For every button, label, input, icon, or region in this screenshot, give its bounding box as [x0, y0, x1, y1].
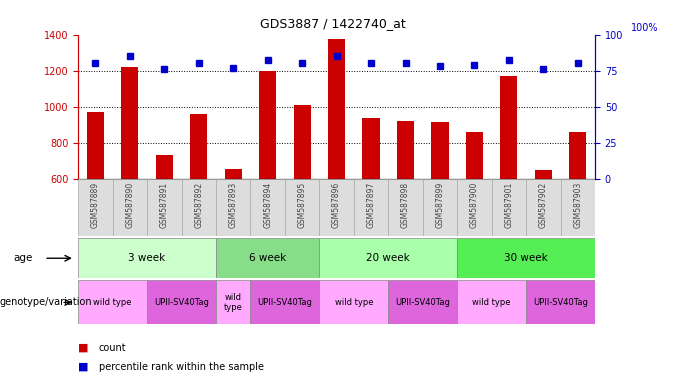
Text: GSM587893: GSM587893 — [228, 182, 238, 228]
Bar — [492, 179, 526, 236]
Text: wild type: wild type — [473, 298, 511, 307]
Bar — [388, 179, 423, 236]
Bar — [423, 179, 457, 236]
Bar — [216, 280, 250, 324]
Text: GSM587896: GSM587896 — [332, 182, 341, 228]
Bar — [526, 280, 595, 324]
Text: ■: ■ — [78, 362, 88, 372]
Bar — [320, 179, 354, 236]
Bar — [78, 179, 113, 236]
Text: wild
type: wild type — [224, 293, 243, 312]
Bar — [156, 155, 173, 179]
Text: count: count — [99, 343, 126, 353]
Bar — [560, 179, 595, 236]
Text: GSM587900: GSM587900 — [470, 182, 479, 228]
Bar — [259, 71, 276, 179]
Bar — [354, 179, 388, 236]
Text: GSM587891: GSM587891 — [160, 182, 169, 228]
Bar — [113, 179, 147, 236]
Text: ■: ■ — [78, 343, 88, 353]
Bar — [320, 238, 457, 278]
Bar — [87, 112, 104, 179]
Bar — [294, 105, 311, 179]
Text: GDS3887 / 1422740_at: GDS3887 / 1422740_at — [260, 17, 406, 30]
Text: GSM587890: GSM587890 — [125, 182, 135, 228]
Text: GSM587903: GSM587903 — [573, 182, 582, 228]
Bar — [457, 238, 595, 278]
Text: UPII-SV40Tag: UPII-SV40Tag — [533, 298, 588, 307]
Text: GSM587892: GSM587892 — [194, 182, 203, 228]
Bar — [190, 114, 207, 179]
Bar — [78, 280, 147, 324]
Text: wild type: wild type — [335, 298, 373, 307]
Bar — [147, 280, 216, 324]
Bar — [569, 132, 586, 179]
Text: UPII-SV40Tag: UPII-SV40Tag — [258, 298, 312, 307]
Text: wild type: wild type — [93, 298, 132, 307]
Text: percentile rank within the sample: percentile rank within the sample — [99, 362, 264, 372]
Text: 6 week: 6 week — [249, 253, 286, 263]
Bar — [431, 122, 449, 179]
Bar — [388, 280, 457, 324]
Text: GSM587889: GSM587889 — [91, 182, 100, 228]
Bar — [121, 67, 139, 179]
Text: UPII-SV40Tag: UPII-SV40Tag — [154, 298, 209, 307]
Bar — [328, 39, 345, 179]
Text: age: age — [14, 253, 33, 263]
Bar — [182, 179, 216, 236]
Text: GSM587897: GSM587897 — [367, 182, 375, 228]
Bar — [147, 179, 182, 236]
Bar — [285, 179, 320, 236]
Bar — [534, 170, 552, 179]
Bar — [526, 179, 560, 236]
Text: 3 week: 3 week — [129, 253, 166, 263]
Text: GSM587902: GSM587902 — [539, 182, 548, 228]
Bar — [397, 121, 414, 179]
Bar — [466, 132, 483, 179]
Bar — [216, 179, 250, 236]
Text: 30 week: 30 week — [504, 253, 548, 263]
Text: GSM587899: GSM587899 — [435, 182, 445, 228]
Text: UPII-SV40Tag: UPII-SV40Tag — [395, 298, 450, 307]
Bar — [224, 169, 242, 179]
Bar — [250, 179, 285, 236]
Bar — [250, 280, 320, 324]
Text: 100%: 100% — [631, 23, 659, 33]
Bar — [457, 179, 492, 236]
Bar — [320, 280, 388, 324]
Text: GSM587895: GSM587895 — [298, 182, 307, 228]
Text: GSM587901: GSM587901 — [505, 182, 513, 228]
Bar — [362, 118, 379, 179]
Text: genotype/variation: genotype/variation — [0, 297, 92, 308]
Text: 20 week: 20 week — [367, 253, 410, 263]
Bar — [78, 238, 216, 278]
Text: GSM587894: GSM587894 — [263, 182, 272, 228]
Bar — [457, 280, 526, 324]
Text: GSM587898: GSM587898 — [401, 182, 410, 228]
Bar — [216, 238, 320, 278]
Bar — [500, 76, 517, 179]
